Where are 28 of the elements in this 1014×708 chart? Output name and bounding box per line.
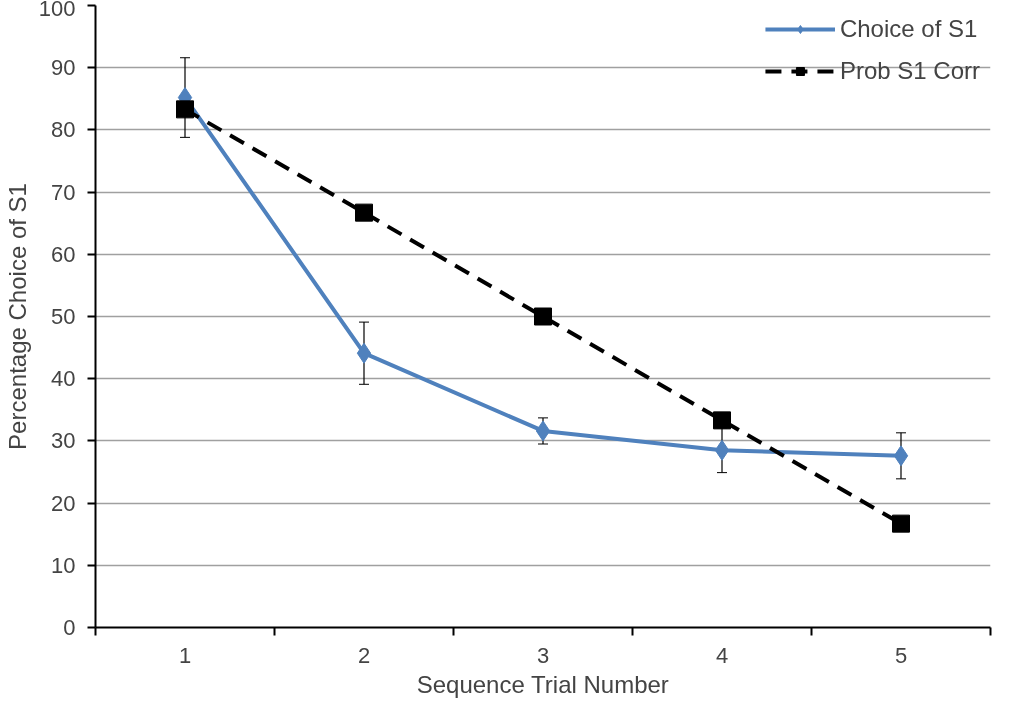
y-tick-label: 70 [51,179,76,205]
y-tick-label: 40 [51,366,76,392]
point [892,514,910,533]
legend-label: Choice of S1 [839,15,978,43]
y-tick-label: 50 [51,304,76,329]
point [355,203,373,222]
x-tick-label: 2 [357,642,371,668]
x-tick-label: 3 [536,642,550,668]
x-tick-label: 5 [894,642,908,668]
y-tick-label: 10 [51,552,76,578]
y-tick-label: 100 [38,0,76,21]
y-tick-label: 90 [51,55,76,81]
point [714,439,730,461]
y-tick-label: 30 [51,428,76,454]
point [534,307,552,326]
y-tick-label: 0 [63,615,76,640]
y-axis-title: Percentage Choice of S1 [3,183,31,450]
point [176,100,194,119]
x-tick-label: 1 [178,642,192,668]
y-tick-label: 80 [51,117,76,143]
y-tick-label: 60 [51,241,76,267]
x-tick-label: 4 [715,642,729,668]
point [893,445,909,467]
y-tick-label: 20 [51,490,76,516]
point [713,411,731,430]
legend-label: Prob S1 Corr [839,57,980,85]
point [356,342,372,364]
x-axis-title: Sequence Trial Number [416,670,669,698]
